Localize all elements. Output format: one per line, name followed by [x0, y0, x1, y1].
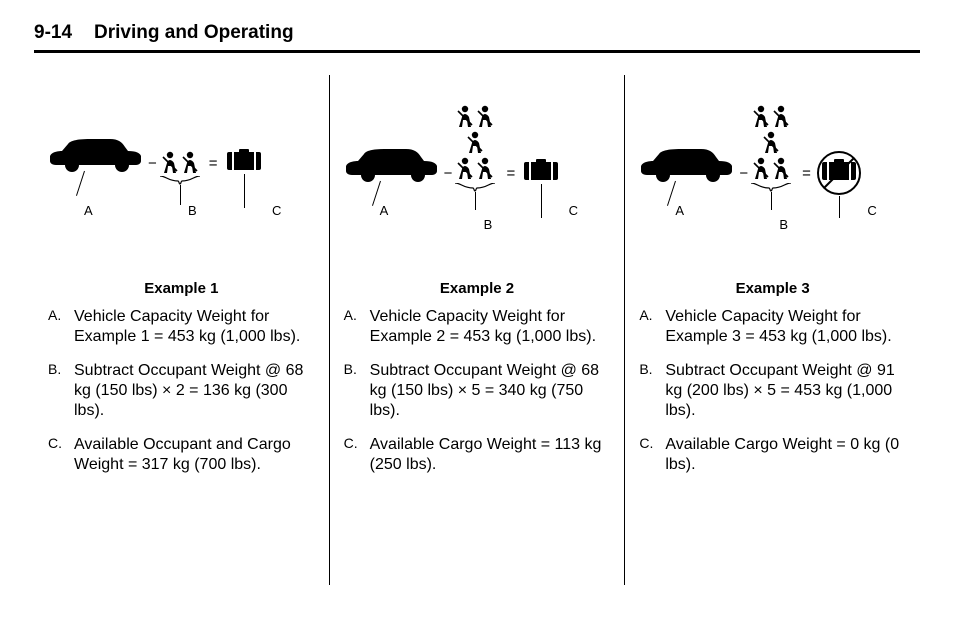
- item-letter: B.: [48, 361, 74, 421]
- item-letter: B.: [344, 361, 370, 421]
- prohibition-slash-icon: [817, 151, 861, 195]
- example-3-title: Example 3: [639, 280, 906, 297]
- minus-operator: −: [144, 155, 161, 172]
- manual-page: 9-14 Driving and Operating −: [0, 0, 954, 638]
- list-item: C.Available Cargo Weight = 0 kg (0 lbs).: [639, 435, 906, 475]
- no-luggage-icon: [821, 159, 857, 188]
- occupants-five-icon: [456, 105, 494, 181]
- minus-operator: −: [735, 165, 752, 182]
- item-text: Subtract Occupant Weight @ 91 kg (200 lb…: [665, 361, 906, 421]
- figure-label-a: A: [84, 203, 93, 218]
- list-item: B.Subtract Occupant Weight @ 68 kg (150 …: [48, 361, 315, 421]
- item-letter: B.: [639, 361, 665, 421]
- item-letter: A.: [344, 307, 370, 347]
- car-icon: [48, 135, 144, 191]
- figure-label-c: C: [272, 203, 281, 218]
- item-text: Available Occupant and Cargo Weight = 31…: [74, 435, 315, 475]
- item-letter: A.: [639, 307, 665, 347]
- item-text: Vehicle Capacity Weight for Example 1 = …: [74, 307, 315, 347]
- item-text: Available Cargo Weight = 0 kg (0 lbs).: [665, 435, 906, 475]
- figure-label-b: B: [779, 217, 788, 232]
- figure-example-3: −: [639, 75, 906, 250]
- page-header: 9-14 Driving and Operating: [34, 22, 920, 53]
- example-1-title: Example 1: [48, 280, 315, 297]
- figure-example-1: − =: [48, 75, 315, 250]
- list-item: B.Subtract Occupant Weight @ 91 kg (200 …: [639, 361, 906, 421]
- columns-container: − =: [34, 75, 920, 585]
- item-text: Available Cargo Weight = 113 kg (250 lbs…: [370, 435, 611, 475]
- item-text: Vehicle Capacity Weight for Example 2 = …: [370, 307, 611, 347]
- item-letter: C.: [48, 435, 74, 475]
- example-2-list: A.Vehicle Capacity Weight for Example 2 …: [344, 307, 611, 489]
- item-letter: C.: [639, 435, 665, 475]
- occupants-two-icon: [161, 151, 199, 175]
- figure-label-c: C: [569, 203, 578, 218]
- item-text: Subtract Occupant Weight @ 68 kg (150 lb…: [74, 361, 315, 421]
- list-item: A.Vehicle Capacity Weight for Example 3 …: [639, 307, 906, 347]
- example-1-list: A.Vehicle Capacity Weight for Example 1 …: [48, 307, 315, 489]
- minus-operator: −: [440, 165, 457, 182]
- column-3: −: [625, 75, 920, 585]
- occupants-five-icon: [752, 105, 790, 181]
- figure-label-b: B: [188, 203, 197, 218]
- list-item: C.Available Cargo Weight = 113 kg (250 l…: [344, 435, 611, 475]
- list-item: A.Vehicle Capacity Weight for Example 2 …: [344, 307, 611, 347]
- example-3-list: A.Vehicle Capacity Weight for Example 3 …: [639, 307, 906, 489]
- equals-operator: =: [502, 165, 519, 182]
- item-letter: A.: [48, 307, 74, 347]
- figure-label-a: A: [380, 203, 389, 218]
- page-number: 9-14: [34, 22, 72, 44]
- item-text: Subtract Occupant Weight @ 68 kg (150 lb…: [370, 361, 611, 421]
- figure-example-2: −: [344, 75, 611, 250]
- figure-label-a: A: [675, 203, 684, 218]
- figure-label-c: C: [867, 203, 876, 218]
- car-icon: [344, 145, 440, 201]
- section-title: Driving and Operating: [94, 22, 294, 44]
- equals-operator: =: [205, 155, 222, 172]
- equals-operator: =: [798, 165, 815, 182]
- list-item: B.Subtract Occupant Weight @ 68 kg (150 …: [344, 361, 611, 421]
- list-item: A.Vehicle Capacity Weight for Example 1 …: [48, 307, 315, 347]
- luggage-icon: [226, 149, 262, 178]
- column-1: − =: [34, 75, 329, 585]
- car-icon: [639, 145, 735, 201]
- column-2: −: [330, 75, 625, 585]
- item-text: Vehicle Capacity Weight for Example 3 = …: [665, 307, 906, 347]
- item-letter: C.: [344, 435, 370, 475]
- figure-label-b: B: [484, 217, 493, 232]
- list-item: C.Available Occupant and Cargo Weight = …: [48, 435, 315, 475]
- example-2-title: Example 2: [344, 280, 611, 297]
- luggage-icon: [523, 159, 559, 188]
